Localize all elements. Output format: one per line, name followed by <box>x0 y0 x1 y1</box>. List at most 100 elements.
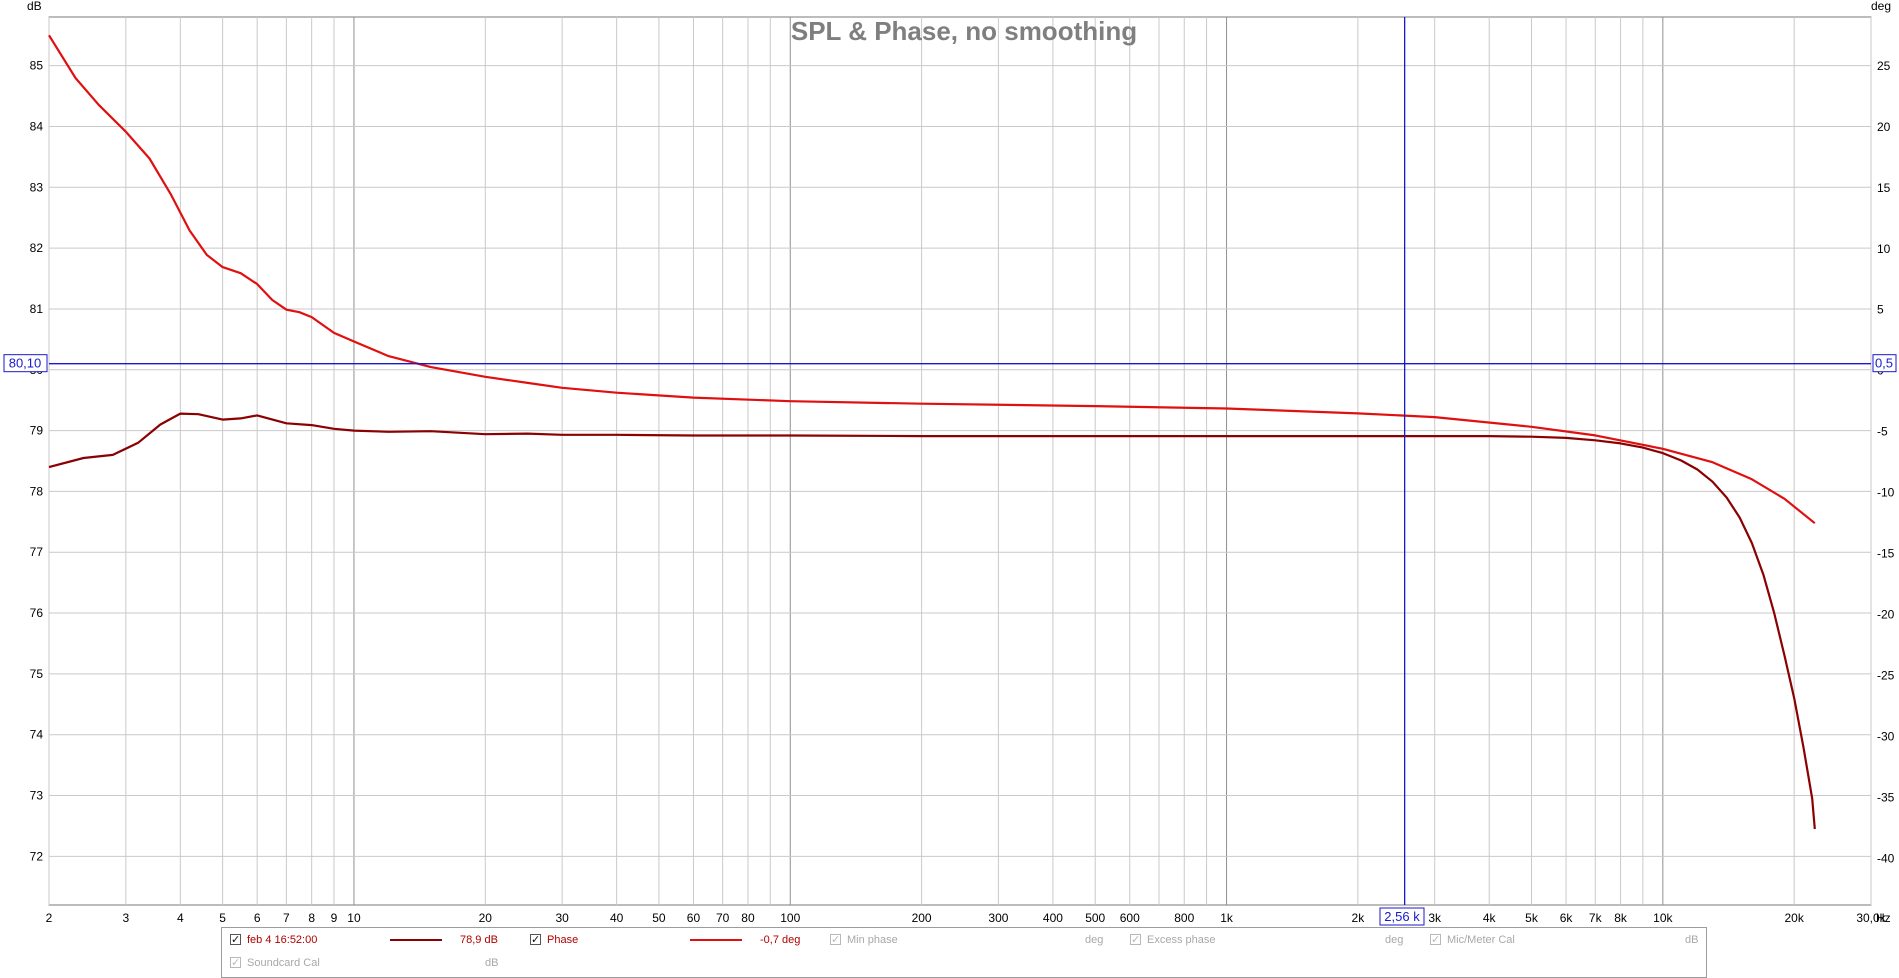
legend-row: Soundcard Cal dB <box>222 953 1706 973</box>
left-tick-label: 77 <box>30 545 44 559</box>
left-tick-label: 72 <box>30 849 44 863</box>
x-tick-label: 6k <box>1560 911 1574 925</box>
plot-area[interactable] <box>48 16 1872 906</box>
cursor-x-box <box>1379 907 1425 926</box>
right-tick-label: 10 <box>1877 242 1891 256</box>
x-tick-label: 800 <box>1174 911 1194 925</box>
series-layer <box>48 34 1816 830</box>
legend-checkbox[interactable] <box>1430 930 1441 950</box>
x-gridlines <box>48 17 1872 905</box>
x-tick-label: 4 <box>177 911 184 925</box>
x-unit-label: Hz <box>1876 911 1891 925</box>
x-tick-label: 20 <box>479 911 493 925</box>
legend-value: dB <box>485 957 499 969</box>
left-tick-label: 74 <box>30 728 44 742</box>
right-tick-labels: -40-35-30-25-20-15-10-50510152025 <box>1877 59 1895 866</box>
right-tick-label: 5 <box>1877 303 1884 317</box>
legend-checkbox[interactable] <box>1130 930 1141 950</box>
left-tick-label: 75 <box>30 667 44 681</box>
right-tick-label: -5 <box>1877 425 1888 439</box>
right-tick-label: -25 <box>1877 669 1895 683</box>
left-tick-label: 84 <box>30 119 44 133</box>
left-tick-label: 81 <box>30 302 44 316</box>
legend-checkbox[interactable] <box>830 930 841 950</box>
x-tick-label: 500 <box>1085 911 1105 925</box>
x-tick-label: 30,0k <box>1856 911 1886 925</box>
x-tick-label: 40 <box>610 911 624 925</box>
x-tick-label: 600 <box>1120 911 1140 925</box>
x-tick-label: 60 <box>687 911 701 925</box>
legend-label: Mic/Meter Cal <box>1447 934 1515 946</box>
legend-value: deg <box>1085 934 1104 946</box>
spl-series-line <box>48 412 1816 830</box>
x-tick-label: 50 <box>652 911 666 925</box>
legend-swatch <box>690 939 742 941</box>
right-tick-label: -35 <box>1877 791 1895 805</box>
legend-label: Excess phase <box>1147 934 1216 946</box>
legend-row: feb 4 16:52:00 78,9 dB Phase -0,7 deg Min ph… <box>222 930 1706 950</box>
right-tick-label: -30 <box>1877 730 1895 744</box>
x-tick-label: 5 <box>219 911 226 925</box>
legend-checkbox[interactable] <box>230 953 241 973</box>
x-tick-label: 8k <box>1614 911 1628 925</box>
x-tick-label: 6 <box>254 911 261 925</box>
x-tick-label: 7 <box>283 911 290 925</box>
chart-title: SPL & Phase, no smoothing <box>791 16 1137 46</box>
x-tick-label: 5k <box>1525 911 1539 925</box>
legend-label: Phase <box>547 934 579 946</box>
legend-value: deg <box>1385 934 1404 946</box>
x-tick-label: 8 <box>308 911 315 925</box>
right-unit-label: deg <box>1871 0 1891 13</box>
legend-checkbox[interactable] <box>530 930 541 950</box>
legend-swatch <box>390 939 442 941</box>
x-tick-labels: 2 3 4 5 6 7 8 9 10 20 30 40 50 60 70 80 100 200 300 400 500 6… <box>46 911 1887 925</box>
right-tick-label: 25 <box>1877 59 1891 73</box>
x-tick-label: 1k <box>1220 911 1234 925</box>
x-tick-label: 30 <box>555 911 569 925</box>
left-tick-label: 83 <box>30 180 44 194</box>
legend-checkbox[interactable] <box>230 930 241 950</box>
right-tick-label: 15 <box>1877 181 1891 195</box>
cursor-x-label: 2,56 k <box>1384 909 1420 924</box>
x-tick-label: 2k <box>1352 911 1366 925</box>
x-tick-label: 80 <box>741 911 755 925</box>
right-tick-label: 20 <box>1877 120 1891 134</box>
legend-value: dB <box>1685 934 1699 946</box>
left-tick-label: 82 <box>30 241 44 255</box>
x-tick-label: 4k <box>1483 911 1497 925</box>
legend-label: feb 4 16:52:00 <box>247 934 318 946</box>
cursor[interactable]: 2,56 k 80,10 0,5 <box>3 17 1897 926</box>
right-tick-label: -15 <box>1877 547 1895 561</box>
x-tick-label: 2 <box>46 911 53 925</box>
left-tick-labels: 7273747576777879808182838485 <box>30 59 44 864</box>
x-tick-label: 3 <box>122 911 129 925</box>
right-tick-label: -40 <box>1877 852 1895 866</box>
right-tick-label: -20 <box>1877 608 1895 622</box>
cursor-left-box <box>3 354 48 373</box>
legend-value: -0,7 deg <box>760 934 801 946</box>
x-tick-label: 100 <box>780 911 800 925</box>
x-tick-label: 7k <box>1589 911 1603 925</box>
x-tick-label: 9 <box>331 911 338 925</box>
x-tick-label: 10 <box>347 911 361 925</box>
phase-series-line <box>48 34 1816 525</box>
left-tick-label: 73 <box>30 789 44 803</box>
left-tick-label: 79 <box>30 424 44 438</box>
x-tick-label: 70 <box>716 911 730 925</box>
x-tick-label: 3k <box>1428 911 1442 925</box>
left-unit-label: dB <box>27 0 42 13</box>
x-tick-label: 200 <box>912 911 932 925</box>
x-tick-label: 300 <box>988 911 1008 925</box>
cursor-right-label: 0,5 <box>1875 356 1893 371</box>
x-tick-label: 400 <box>1043 911 1063 925</box>
legend-label: Min phase <box>847 934 898 946</box>
x-tick-label: 10k <box>1653 911 1673 925</box>
cursor-right-box <box>1872 354 1897 373</box>
left-tick-label: 78 <box>30 484 44 498</box>
right-tick-label: -10 <box>1877 486 1895 500</box>
left-tick-label: 76 <box>30 606 44 620</box>
legend-panel: feb 4 16:52:00 78,9 dB Phase -0,7 deg Min ph… <box>221 927 1707 978</box>
legend-value: 78,9 dB <box>460 934 498 946</box>
left-tick-label: 85 <box>30 59 44 73</box>
